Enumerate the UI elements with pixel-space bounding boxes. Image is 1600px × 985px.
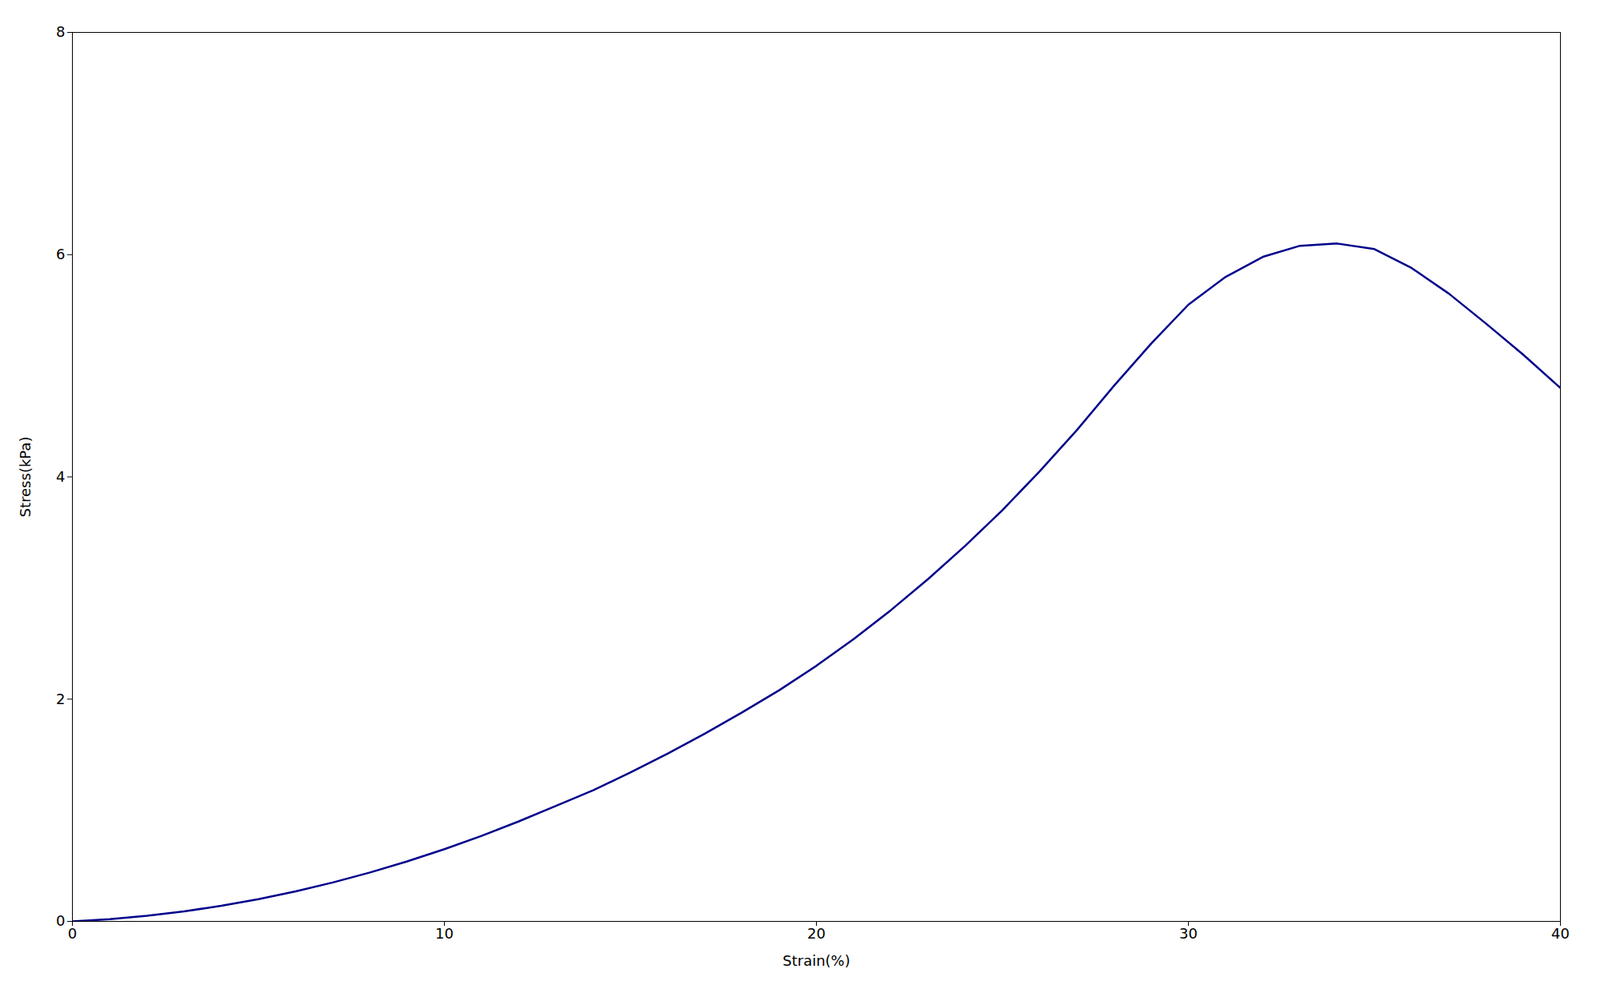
svg-text:Strain(%): Strain(%) xyxy=(782,952,850,969)
svg-text:20: 20 xyxy=(807,924,826,942)
svg-text:6: 6 xyxy=(56,245,65,263)
svg-text:0: 0 xyxy=(56,912,65,929)
svg-text:8: 8 xyxy=(56,23,65,40)
svg-text:4: 4 xyxy=(56,468,65,485)
svg-text:2: 2 xyxy=(56,690,65,708)
svg-text:Stress(kPa): Stress(kPa) xyxy=(16,436,34,518)
svg-text:30: 30 xyxy=(1179,924,1198,942)
svg-text:0: 0 xyxy=(68,924,77,942)
svg-text:10: 10 xyxy=(435,924,454,942)
svg-text:40: 40 xyxy=(1551,924,1570,942)
